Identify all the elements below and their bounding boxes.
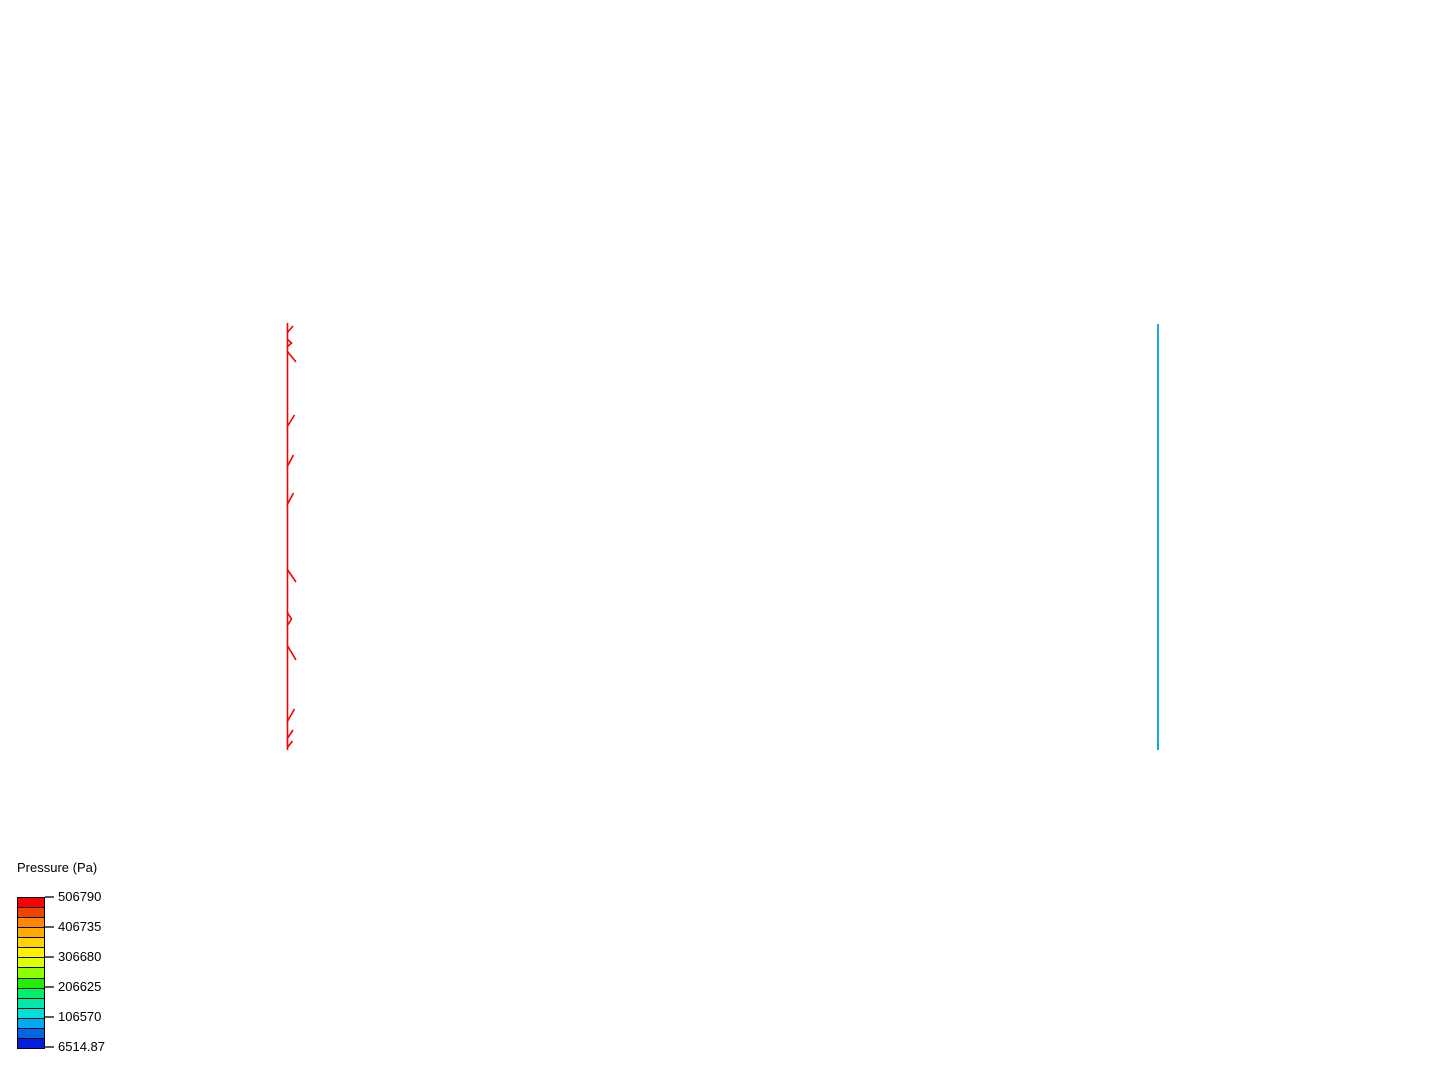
legend-tick-mark [45, 896, 54, 898]
legend-tick-label: 106570 [58, 1009, 102, 1024]
pressure-legend: Pressure (Pa) 506790 406735 306680 206625 10… [17, 860, 177, 1070]
colorbar-band [18, 968, 44, 979]
colorbar-band [18, 1018, 44, 1029]
legend-colorbar [17, 897, 45, 1049]
colorbar-band [18, 908, 44, 919]
legend-tick-mark [45, 926, 54, 928]
legend-tick-label: 306680 [58, 949, 102, 964]
legend-tick-label: 506790 [58, 889, 102, 904]
legend-tick-label: 406735 [58, 919, 102, 934]
velocity-vector-glyphs [286, 325, 297, 749]
colorbar-band [18, 1038, 44, 1048]
legend-tick-mark [45, 1016, 54, 1018]
legend-tick-mark [45, 986, 54, 988]
colorbar-band [18, 1008, 44, 1019]
colorbar-band [18, 958, 44, 969]
colorbar-band [18, 948, 44, 959]
legend-tick-label: 6514.87 [58, 1039, 105, 1054]
legend-tick-mark [45, 956, 54, 958]
colorbar-band [18, 998, 44, 1009]
colorbar-band [18, 978, 44, 989]
colorbar-band [18, 928, 44, 939]
colorbar-band [18, 898, 44, 909]
colorbar-band [18, 988, 44, 999]
colorbar-band [18, 1028, 44, 1039]
legend-title: Pressure (Pa) [17, 860, 98, 875]
legend-tick-label: 206625 [58, 979, 102, 994]
legend-tick-mark [45, 1046, 54, 1048]
colorbar-band [18, 918, 44, 929]
colorbar-band [18, 938, 44, 949]
